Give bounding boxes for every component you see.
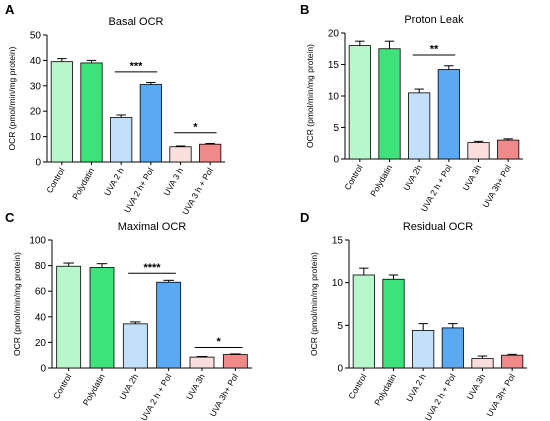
bar <box>80 62 103 163</box>
x-tick-label: UVA 2 h <box>102 166 126 198</box>
y-tick-label: 50 <box>30 31 42 42</box>
x-tick-label: Control <box>342 163 364 192</box>
x-tick-label: Polydatin <box>368 163 394 199</box>
x-tick-label: UVA 2 h <box>404 372 428 404</box>
y-axis-label: OCR (pmol/min/mg protein) <box>12 252 22 356</box>
y-tick-label: 40 <box>30 56 42 67</box>
bar <box>467 142 490 160</box>
x-tick-label: UVA 3 h + Pol <box>180 166 215 217</box>
x-tick-label: UVA 2h <box>401 163 424 193</box>
chart-panel-c: C Maximal OCR OCR (pmol/min/mg protein) 0 20… <box>5 210 252 421</box>
y-tick-label: 10 <box>30 132 42 143</box>
chart-title: Maximal OCR <box>118 221 187 233</box>
y-tick-label: 0 <box>40 364 46 375</box>
y-tick-label: 30 <box>30 81 42 92</box>
significance-label: ** <box>430 44 439 56</box>
y-tick-label: 10 <box>332 278 344 289</box>
bar <box>382 278 405 369</box>
panel-letter: A <box>5 2 15 17</box>
chart-panel-b: B Proton Leak OCR (pmol/min/mg protein) 0 5 1… <box>300 2 523 213</box>
y-tick-label: 20 <box>35 338 47 349</box>
x-tick-label: UVA 2 h+ Pol <box>122 166 156 215</box>
y-tick-label: 20 <box>30 107 42 118</box>
x-tick-label: UVA 3 h <box>161 166 185 198</box>
panel-letter: D <box>300 210 309 225</box>
x-tick-label: UVA 2 h + Pol <box>423 372 458 421</box>
x-tick-label: UVA 2 h + Pol <box>419 163 454 214</box>
bar <box>199 143 222 163</box>
bar <box>222 354 248 369</box>
bar <box>89 267 115 369</box>
bar <box>501 354 524 369</box>
significance-label: *** <box>130 60 144 72</box>
y-tick-label: 0 <box>35 158 41 169</box>
bar <box>156 281 182 369</box>
y-tick-label: 60 <box>35 287 47 298</box>
y-tick-label: 0 <box>333 155 339 166</box>
bar <box>169 146 192 163</box>
bar <box>56 265 82 369</box>
bar <box>189 356 215 369</box>
bar <box>471 358 494 369</box>
significance-label: **** <box>143 262 161 274</box>
bar <box>352 274 375 369</box>
y-tick-label: 20 <box>328 29 340 40</box>
bar <box>378 48 401 160</box>
x-tick-label: Control <box>51 372 73 401</box>
x-tick-label: UVA 3h+ Pol <box>480 163 513 209</box>
bar <box>348 45 371 160</box>
chart-title: Basal OCR <box>108 16 163 28</box>
bar <box>139 84 162 163</box>
y-tick-label: 10 <box>328 92 340 103</box>
y-tick-label: 0 <box>337 364 343 375</box>
bar <box>412 330 435 369</box>
x-tick-label: UVA 3h <box>184 372 207 402</box>
bar <box>437 69 460 160</box>
y-tick-label: 5 <box>333 123 339 134</box>
panel-letter: C <box>5 210 15 225</box>
significance-label: * <box>217 336 222 348</box>
y-tick-label: 15 <box>328 60 340 71</box>
y-axis-label: OCR (pmol/min/mg protein) <box>309 252 319 356</box>
bar <box>50 61 73 163</box>
chart-panel-d: D Residual OCR OCR (pmol/min/mg protein) 0 5… <box>300 210 527 421</box>
x-tick-label: Control <box>44 166 66 195</box>
bar <box>122 323 148 369</box>
panel-letter: B <box>300 2 309 17</box>
x-tick-label: UVA 3h+ Pol <box>484 372 517 418</box>
chart-title: Residual OCR <box>403 221 473 233</box>
y-tick-label: 100 <box>29 236 46 247</box>
x-tick-label: UVA 3h <box>460 163 483 193</box>
bar <box>441 327 464 369</box>
y-axis-label: OCR (pmol/min/mg protein) <box>305 44 315 148</box>
chart-panel-a: A Basal OCR OCR (pmol/min/mg protein) 0 10 20… <box>5 2 225 216</box>
x-tick-label: UVA 2h <box>117 372 140 402</box>
x-tick-label: UVA 3h <box>464 372 487 402</box>
bar <box>110 117 133 163</box>
y-tick-label: 15 <box>332 236 344 247</box>
x-tick-label: Polydatin <box>372 372 398 408</box>
x-tick-label: Control <box>346 372 368 401</box>
y-axis-label: OCR (pmol/min/mg protein) <box>7 46 17 150</box>
y-tick-label: 80 <box>35 261 47 272</box>
bar <box>497 139 520 160</box>
x-tick-label: UVA 3h+ Pol <box>207 372 240 418</box>
x-tick-label: Polydatin <box>70 166 96 202</box>
x-tick-label: Polydatin <box>81 372 107 408</box>
y-tick-label: 40 <box>35 312 47 323</box>
significance-label: * <box>193 121 198 133</box>
chart-title: Proton Leak <box>404 14 464 26</box>
y-tick-label: 5 <box>337 321 343 332</box>
bar <box>408 92 431 160</box>
x-tick-label: UVA 2 h + Pol <box>138 372 173 421</box>
